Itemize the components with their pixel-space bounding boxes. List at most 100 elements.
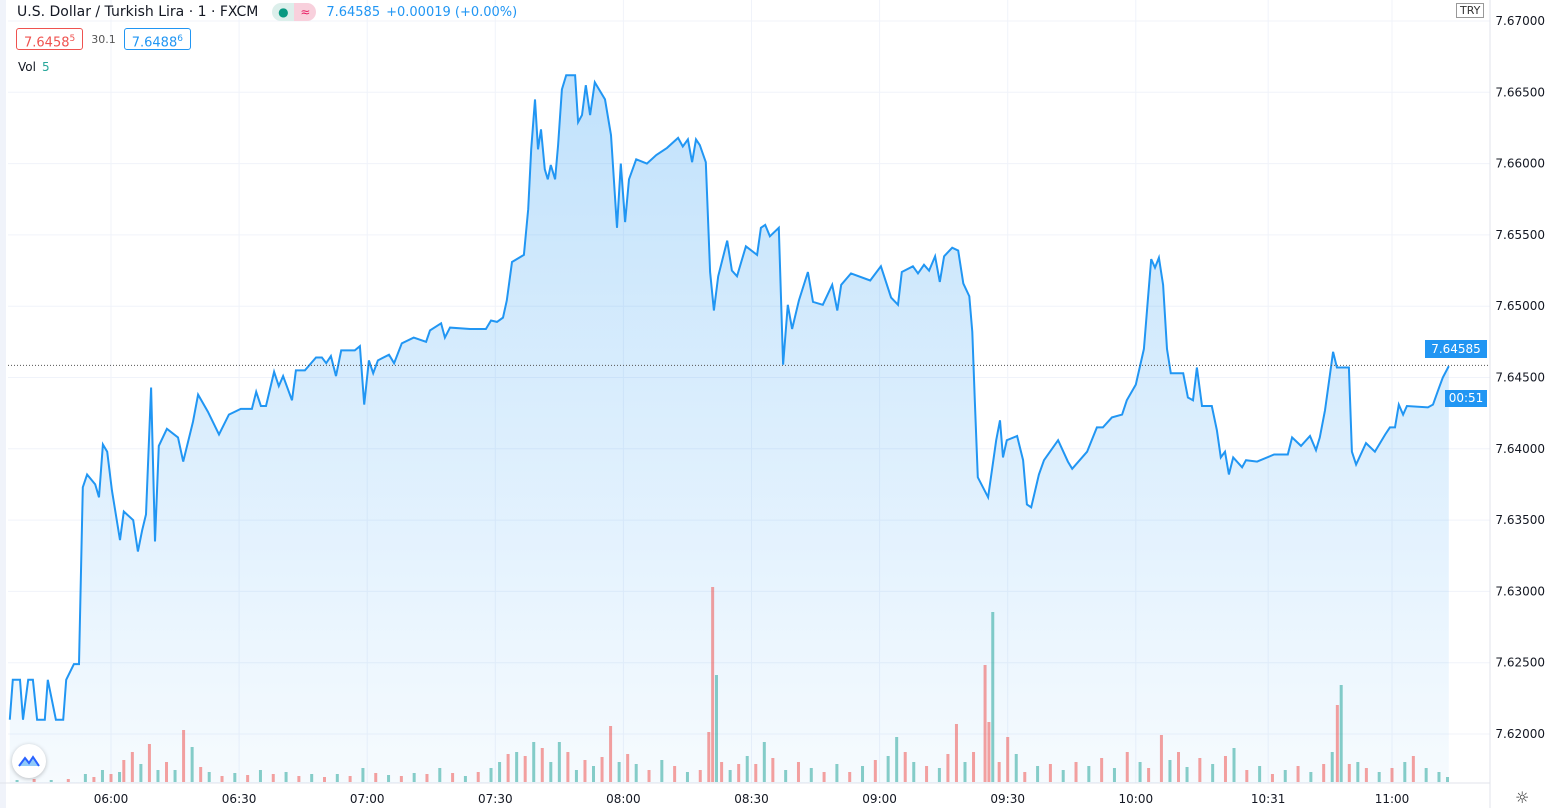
spread: 30.1	[91, 32, 116, 46]
volume-bar	[609, 726, 613, 782]
volume-bar	[100, 770, 104, 782]
volume-bar	[182, 730, 186, 782]
volume-bar	[1446, 777, 1450, 782]
volume-bar	[1168, 760, 1172, 782]
volume-bar	[822, 772, 826, 782]
volume-bar	[463, 776, 467, 782]
sell-button[interactable]: 7.64585	[16, 28, 84, 51]
volume-bar	[997, 762, 1001, 782]
x-tick-label: 08:30	[734, 792, 769, 806]
volume-bar	[451, 773, 455, 782]
volume-bar	[600, 757, 604, 782]
volume-bar	[886, 756, 890, 782]
y-tick-label: 7.65500	[1495, 228, 1545, 242]
volume-legend[interactable]: Vol 5	[18, 60, 50, 74]
volume-bar	[1403, 762, 1407, 782]
volume-bar	[297, 776, 301, 782]
volume-bar	[83, 774, 87, 782]
volume-bar	[745, 756, 749, 782]
volume-bar	[1335, 705, 1339, 782]
volume-bar	[1356, 762, 1360, 782]
volume-bar	[1048, 764, 1052, 782]
volume-bar	[335, 774, 339, 782]
volume-bar	[425, 774, 429, 782]
volume-bar	[1330, 752, 1334, 782]
volume-bar	[1232, 748, 1236, 782]
volume-bar	[489, 768, 493, 782]
volume-bar	[1339, 685, 1343, 782]
volume-bar	[348, 776, 352, 782]
volume-bar	[626, 754, 630, 782]
settings-gear-icon[interactable]: ☼	[1515, 788, 1530, 807]
volume-bar	[1390, 768, 1394, 782]
y-tick-label: 7.66000	[1495, 157, 1545, 171]
tradingview-logo-icon[interactable]	[12, 744, 46, 778]
volume-bar	[1036, 766, 1040, 782]
volume-bar	[1061, 770, 1065, 782]
volume-bar	[374, 773, 378, 782]
x-tick-label: 11:00	[1375, 792, 1410, 806]
buy-button[interactable]: 7.64886	[123, 28, 191, 51]
volume-bar	[549, 762, 553, 782]
volume-bar	[1177, 752, 1180, 782]
volume-bar	[754, 764, 758, 782]
volume-bar	[1223, 756, 1227, 782]
volume-bar	[1211, 764, 1215, 782]
volume-bar	[1322, 764, 1326, 782]
volume-bar	[156, 770, 160, 782]
x-tick-label: 06:00	[94, 792, 129, 806]
volume-bar	[1014, 754, 1018, 782]
volume-bar	[617, 762, 621, 782]
volume-bar	[532, 742, 536, 782]
volume-value: 5	[41, 60, 50, 74]
volume-bar	[1159, 735, 1163, 782]
volume-bar	[937, 768, 941, 782]
volume-bar	[673, 766, 677, 782]
volume-bar	[515, 752, 519, 782]
volume-bar	[1006, 737, 1010, 782]
currency-label: TRY	[1456, 3, 1485, 18]
volume-bar	[912, 762, 916, 782]
volume-bar	[540, 748, 544, 782]
bid-price: 7.6458	[24, 35, 70, 51]
x-tick-label: 10:00	[1119, 792, 1154, 806]
volume-bar	[139, 764, 143, 782]
price-change: +0.00019 (+0.00%)	[386, 4, 518, 20]
volume-bar	[903, 752, 907, 782]
volume-bar	[592, 766, 596, 782]
volume-bar	[1147, 768, 1151, 782]
volume-bar	[399, 776, 403, 782]
volume-bar	[796, 762, 800, 782]
volume-bar	[15, 780, 19, 782]
volume-bar	[737, 764, 741, 782]
volume-bar	[323, 777, 326, 782]
volume-bar	[720, 762, 724, 782]
volume-bar	[1185, 767, 1189, 782]
volume-bar	[1424, 768, 1428, 782]
status-pill[interactable]: ● ≈	[272, 3, 317, 21]
volume-bar	[476, 772, 480, 782]
volume-bar	[32, 779, 36, 782]
volume-bar	[498, 762, 502, 782]
volume-bar	[412, 773, 416, 782]
y-tick-label: 7.67000	[1495, 14, 1545, 28]
volume-bar	[199, 767, 203, 782]
volume-bar	[438, 768, 442, 782]
volume-bar	[1125, 752, 1129, 782]
y-tick-label: 7.64000	[1495, 442, 1545, 456]
ask-price: 7.6488	[131, 35, 178, 51]
volume-bar	[762, 742, 766, 782]
price-line	[8, 74, 1450, 721]
volume-bar	[233, 773, 237, 782]
volume-bar	[583, 760, 587, 782]
symbol-title[interactable]: U.S. Dollar / Turkish Lira · 1 · FXCM	[17, 4, 259, 20]
volume-bar	[1258, 766, 1262, 782]
y-tick-label: 7.66500	[1495, 85, 1545, 99]
volume-bar	[634, 764, 638, 782]
volume-bar	[207, 772, 211, 782]
symbol-legend: U.S. Dollar / Turkish Lira · 1 · FXCM ● …	[17, 3, 517, 21]
y-tick-label: 7.63000	[1495, 584, 1545, 598]
volume-bar	[835, 764, 839, 782]
volume-bar	[1364, 768, 1368, 782]
